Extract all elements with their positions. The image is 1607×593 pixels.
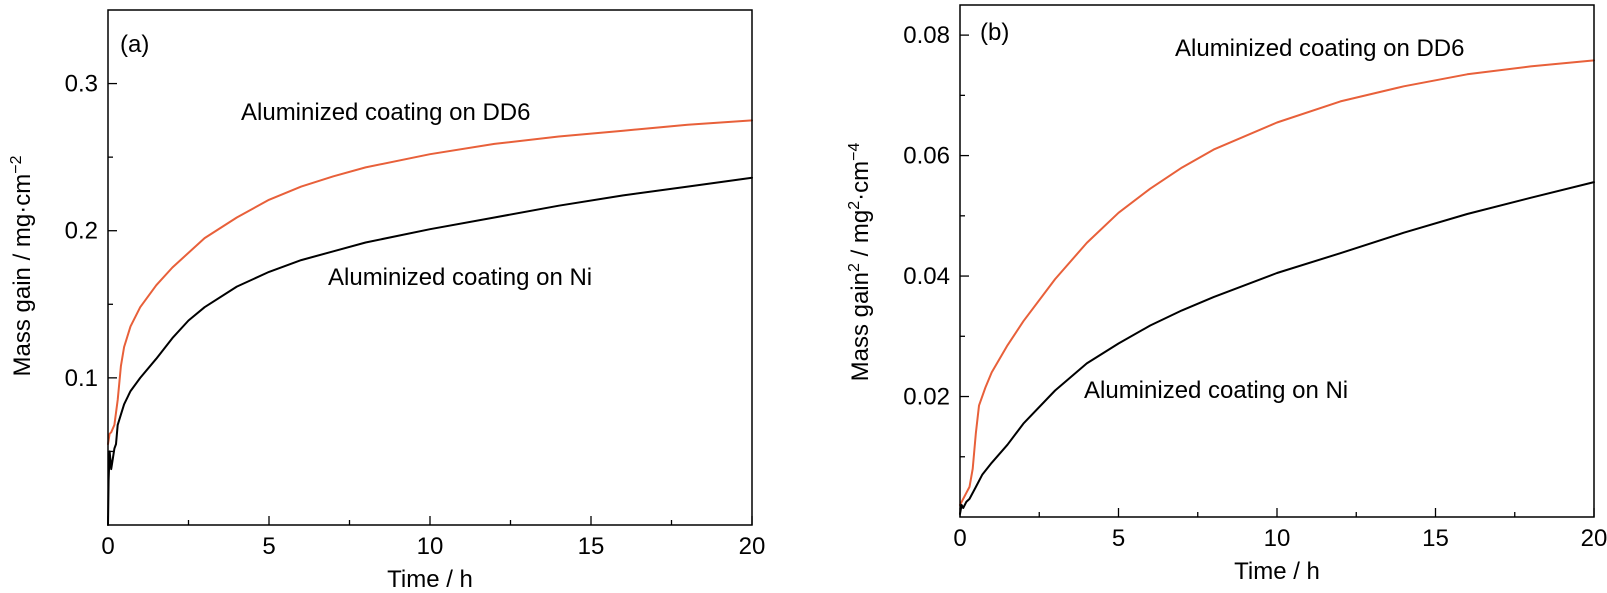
x-tick-label: 5 [1112, 525, 1125, 552]
y-tick-label: 0.3 [65, 71, 98, 98]
panel-a-y-axis-title-main: Mass gain / mg·cm [9, 174, 36, 377]
panel-b-annotation-ni: Aluminized coating on Ni [1084, 377, 1348, 404]
x-tick-label: 20 [1581, 525, 1607, 552]
series-line-dd6 [959, 59, 1595, 506]
panel-b-curves [959, 59, 1595, 515]
x-tick-label: 0 [101, 533, 114, 560]
series-line-dd6 [107, 119, 753, 446]
panel-b-y-title-sup: −4 [846, 143, 863, 161]
panel-a-ticks: 0 5 10 15 20 0.1 0.2 0.3 [65, 71, 766, 560]
panel-b-x-axis-title: Time / h [1234, 558, 1320, 585]
x-tick-label: 10 [1264, 525, 1291, 552]
x-tick-label: 15 [1422, 525, 1449, 552]
y-tick-label: 0.1 [65, 365, 98, 392]
panel-a-y-axis-title-exponent: −2 [8, 155, 25, 173]
x-tick-label: 0 [953, 525, 966, 552]
panel-b-plot-frame [959, 4, 1595, 518]
x-tick-label: 15 [578, 533, 605, 560]
series-line-ni [107, 176, 753, 526]
y-tick-label: 0.02 [903, 384, 950, 411]
y-tick-label: 0.2 [65, 218, 98, 245]
panel-b-label: (b) [980, 19, 1009, 46]
panel-a-annotation-dd6: Aluminized coating on DD6 [241, 99, 531, 126]
panel-b-y-title-sup: 2 [846, 263, 863, 272]
y-tick-label: 0.08 [903, 22, 950, 49]
x-tick-label: 20 [739, 533, 766, 560]
panel-a-y-axis-title: Mass gain / mg·cm−2 [8, 155, 36, 376]
panel-b-y-title-part: / mg [847, 210, 874, 263]
panel-a-x-axis-title: Time / h [387, 566, 473, 593]
series-line-ni [959, 181, 1595, 515]
chart-panel-a: 0 5 10 15 20 0.1 0.2 0.3 (a) Aluminized coating… [8, 9, 766, 593]
panel-b-y-title-part: ·cm [847, 161, 874, 201]
panel-b-ticks: 0 5 10 15 20 0.02 0.04 0.06 0.08 [903, 22, 1607, 552]
x-tick-label: 5 [262, 533, 275, 560]
panel-b-y-axis-title: Mass gain2 / mg2·cm−4 [846, 143, 874, 382]
x-tick-label: 10 [417, 533, 444, 560]
panel-a-curves [107, 119, 753, 526]
y-tick-label: 0.06 [903, 143, 950, 170]
panel-a-annotation-ni: Aluminized coating on Ni [328, 264, 592, 291]
y-tick-label: 0.04 [903, 263, 950, 290]
panel-b-annotation-dd6: Aluminized coating on DD6 [1175, 35, 1465, 62]
panel-b-y-title-sup: 2 [846, 201, 863, 210]
chart-panel-b: 0 5 10 15 20 0.02 0.04 0.06 0.08 (b) Aluminized … [846, 4, 1607, 585]
panel-b-y-title-part: Mass gain [847, 272, 874, 381]
panel-a-label: (a) [120, 31, 149, 58]
